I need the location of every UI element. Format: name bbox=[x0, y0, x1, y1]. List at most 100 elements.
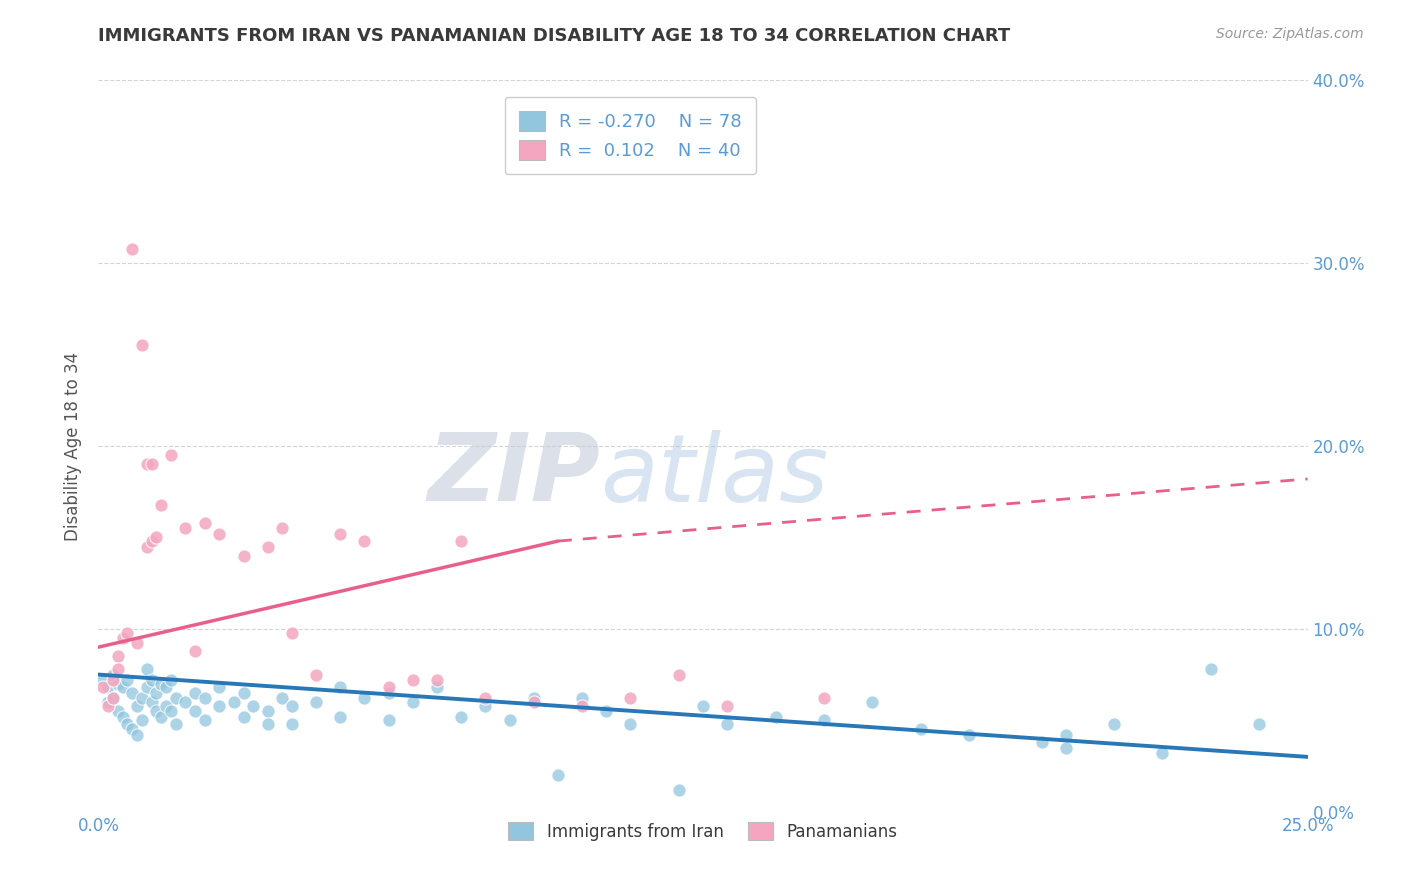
Point bbox=[145, 704, 167, 718]
Point bbox=[127, 698, 149, 713]
Point bbox=[523, 695, 546, 709]
Point bbox=[377, 681, 399, 695]
Point bbox=[155, 698, 177, 713]
Point bbox=[97, 681, 120, 695]
Point bbox=[135, 540, 157, 554]
Point bbox=[141, 534, 163, 549]
Point bbox=[232, 709, 254, 723]
Point bbox=[402, 673, 425, 687]
Point bbox=[271, 521, 294, 535]
Point bbox=[860, 695, 883, 709]
Text: IMMIGRANTS FROM IRAN VS PANAMANIAN DISABILITY AGE 18 TO 34 CORRELATION CHART: IMMIGRANTS FROM IRAN VS PANAMANIAN DISAB… bbox=[98, 27, 1011, 45]
Point bbox=[910, 723, 932, 737]
Point bbox=[353, 691, 375, 706]
Point bbox=[184, 704, 207, 718]
Point bbox=[160, 704, 183, 718]
Point bbox=[232, 686, 254, 700]
Point bbox=[1054, 728, 1077, 742]
Point bbox=[256, 717, 278, 731]
Point bbox=[91, 673, 114, 687]
Text: atlas: atlas bbox=[600, 430, 828, 521]
Point bbox=[107, 662, 129, 676]
Point bbox=[135, 681, 157, 695]
Y-axis label: Disability Age 18 to 34: Disability Age 18 to 34 bbox=[65, 351, 83, 541]
Point bbox=[135, 662, 157, 676]
Point bbox=[595, 704, 617, 718]
Point bbox=[813, 714, 835, 728]
Point bbox=[619, 691, 641, 706]
Point bbox=[571, 691, 593, 706]
Point bbox=[1152, 746, 1174, 760]
Point bbox=[127, 728, 149, 742]
Point bbox=[208, 526, 231, 541]
Point bbox=[271, 691, 294, 706]
Point bbox=[194, 714, 217, 728]
Point bbox=[242, 698, 264, 713]
Point bbox=[619, 717, 641, 731]
Point bbox=[571, 698, 593, 713]
Point bbox=[127, 636, 149, 650]
Point bbox=[145, 686, 167, 700]
Point bbox=[97, 698, 120, 713]
Point bbox=[194, 516, 217, 530]
Point bbox=[107, 704, 129, 718]
Point bbox=[101, 667, 124, 681]
Point bbox=[121, 242, 143, 256]
Point bbox=[111, 681, 134, 695]
Point bbox=[208, 681, 231, 695]
Point bbox=[957, 728, 980, 742]
Point bbox=[121, 686, 143, 700]
Point bbox=[305, 667, 328, 681]
Point bbox=[141, 695, 163, 709]
Point bbox=[377, 714, 399, 728]
Point bbox=[1102, 717, 1125, 731]
Point bbox=[141, 457, 163, 471]
Point bbox=[377, 686, 399, 700]
Point bbox=[208, 698, 231, 713]
Point bbox=[305, 695, 328, 709]
Point bbox=[150, 676, 173, 690]
Point bbox=[184, 644, 207, 658]
Point bbox=[692, 698, 714, 713]
Point bbox=[222, 695, 245, 709]
Point bbox=[131, 714, 153, 728]
Point bbox=[194, 691, 217, 706]
Point bbox=[117, 625, 139, 640]
Point bbox=[155, 681, 177, 695]
Point bbox=[97, 695, 120, 709]
Point bbox=[450, 709, 472, 723]
Point bbox=[135, 457, 157, 471]
Point bbox=[668, 782, 690, 797]
Point bbox=[1031, 735, 1053, 749]
Point bbox=[716, 698, 738, 713]
Point bbox=[402, 695, 425, 709]
Point bbox=[329, 681, 352, 695]
Point bbox=[107, 649, 129, 664]
Point bbox=[121, 723, 143, 737]
Point bbox=[450, 534, 472, 549]
Point bbox=[160, 448, 183, 462]
Point bbox=[1199, 662, 1222, 676]
Point bbox=[232, 549, 254, 563]
Point bbox=[117, 717, 139, 731]
Point bbox=[813, 691, 835, 706]
Point bbox=[716, 717, 738, 731]
Point bbox=[131, 691, 153, 706]
Point bbox=[141, 673, 163, 687]
Point bbox=[668, 667, 690, 681]
Point bbox=[329, 526, 352, 541]
Point bbox=[174, 521, 197, 535]
Point bbox=[150, 709, 173, 723]
Point bbox=[256, 704, 278, 718]
Point bbox=[165, 691, 187, 706]
Point bbox=[547, 768, 569, 782]
Point bbox=[765, 709, 787, 723]
Point bbox=[426, 681, 449, 695]
Point bbox=[426, 673, 449, 687]
Point bbox=[1249, 717, 1271, 731]
Point bbox=[474, 691, 496, 706]
Point bbox=[131, 338, 153, 352]
Point bbox=[281, 717, 304, 731]
Point bbox=[160, 673, 183, 687]
Point bbox=[329, 709, 352, 723]
